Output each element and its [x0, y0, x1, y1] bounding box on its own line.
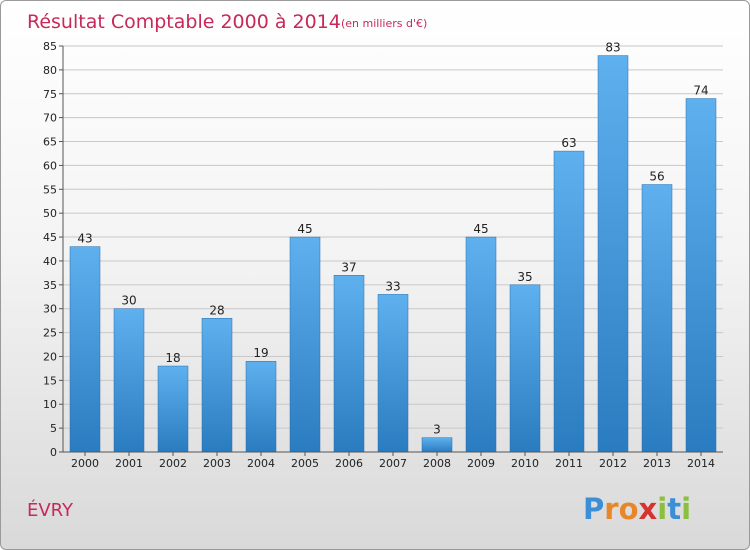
x-tick-label-2002: 2002 — [159, 457, 187, 470]
bar-2002 — [157, 365, 189, 453]
value-label-2012: 83 — [605, 41, 620, 55]
value-label-2011: 63 — [561, 136, 576, 150]
y-tick-label: 15 — [43, 374, 57, 387]
bar-2012 — [597, 55, 629, 453]
brand-letter: o — [619, 492, 639, 526]
bar-2000 — [69, 246, 101, 453]
y-axis-ticks: 0 5 10 15 20 25 30 35 40 45 50 55 60 65 70 75 80 85 — [43, 40, 63, 459]
value-label-2006: 37 — [341, 260, 356, 274]
x-tick-label-2000: 2000 — [71, 457, 99, 470]
bar-2005 — [289, 236, 321, 453]
x-tick-label-2005: 2005 — [291, 457, 319, 470]
bar-2010 — [509, 284, 541, 453]
y-tick-label: 30 — [43, 303, 57, 316]
value-label-2000: 43 — [77, 232, 92, 246]
y-tick-label: 70 — [43, 112, 57, 125]
bar-2001 — [113, 308, 145, 453]
x-tick-label-2012: 2012 — [599, 457, 627, 470]
x-tick-label-2008: 2008 — [423, 457, 451, 470]
y-tick-label: 20 — [43, 350, 57, 363]
chart-title: Résultat Comptable 2000 à 2014 — [27, 11, 341, 33]
brand-letter: P — [583, 492, 604, 526]
x-tick-label-2004: 2004 — [247, 457, 275, 470]
value-label-2004: 19 — [253, 346, 268, 360]
value-label-2010: 35 — [517, 270, 532, 284]
y-tick-label: 35 — [43, 279, 57, 292]
y-tick-label: 80 — [43, 64, 57, 77]
bar-2014 — [685, 98, 717, 453]
y-tick-label: 40 — [43, 255, 57, 268]
y-tick-label: 75 — [43, 88, 57, 101]
bar-2011 — [553, 150, 585, 453]
brand-letter: i — [681, 492, 691, 526]
x-axis-ticks: 2000 2001 2002 2003 2004 2005 2006 2007 2008 2009… — [71, 452, 715, 470]
y-tick-label: 45 — [43, 231, 57, 244]
city-name: ÉVRY — [27, 499, 74, 521]
x-tick-label-2010: 2010 — [511, 457, 539, 470]
value-label-2007: 33 — [385, 279, 400, 293]
x-tick-label-2013: 2013 — [643, 457, 671, 470]
bars — [69, 55, 717, 453]
value-label-2003: 28 — [209, 303, 224, 317]
brand-letter: r — [604, 492, 619, 526]
value-label-2008: 3 — [433, 423, 441, 437]
x-tick-label-2006: 2006 — [335, 457, 363, 470]
x-tick-label-2007: 2007 — [379, 457, 407, 470]
y-tick-label: 50 — [43, 207, 57, 220]
x-tick-label-2011: 2011 — [555, 457, 583, 470]
bar-2004 — [245, 360, 277, 453]
y-tick-label: 5 — [50, 422, 57, 435]
y-tick-label: 10 — [43, 398, 57, 411]
brand-letter: t — [667, 492, 681, 526]
chart-subtitle: (en milliers d'€) — [341, 17, 427, 30]
value-label-2013: 56 — [649, 170, 664, 184]
bar-2007 — [377, 294, 409, 453]
x-tick-label-2003: 2003 — [203, 457, 231, 470]
x-tick-label-2014: 2014 — [687, 457, 715, 470]
bar-2006 — [333, 275, 365, 453]
bar-2009 — [465, 236, 497, 453]
y-tick-label: 0 — [50, 446, 57, 459]
value-label-2002: 18 — [165, 351, 180, 365]
y-tick-label: 85 — [43, 40, 57, 53]
brand-letter: x — [639, 492, 658, 526]
proxiti-logo[interactable]: Proxiti — [583, 492, 691, 526]
bar-2003 — [201, 318, 233, 453]
x-tick-label-2009: 2009 — [467, 457, 495, 470]
bar-2008 — [421, 437, 453, 453]
y-tick-label: 55 — [43, 183, 57, 196]
y-tick-label: 60 — [43, 159, 57, 172]
bar-2013 — [641, 184, 673, 453]
value-label-2014: 74 — [693, 84, 708, 98]
value-label-2001: 30 — [121, 294, 136, 308]
y-tick-label: 25 — [43, 327, 57, 340]
value-label-2005: 45 — [297, 222, 312, 236]
value-label-2009: 45 — [473, 222, 488, 236]
brand-letter: i — [657, 492, 667, 526]
y-tick-label: 65 — [43, 136, 57, 149]
x-tick-label-2001: 2001 — [115, 457, 143, 470]
